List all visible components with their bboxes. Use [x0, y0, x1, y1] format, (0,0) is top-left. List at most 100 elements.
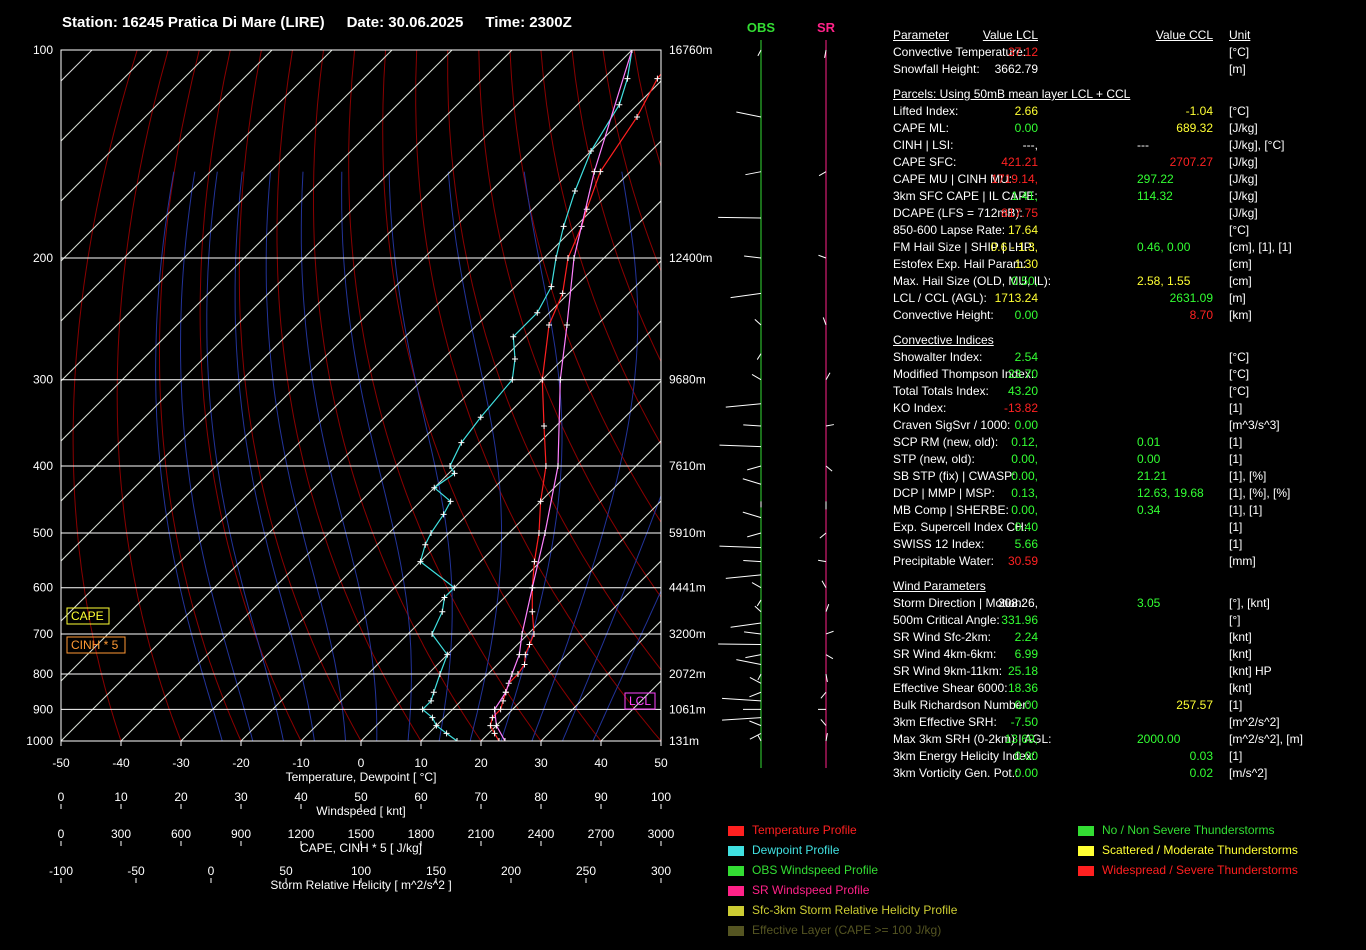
- param-label: CAPE SFC:: [893, 155, 957, 169]
- obs-wind-barb: [756, 353, 762, 360]
- secondary-tick-label: 1200: [288, 827, 315, 841]
- param-unit: [1]: [1229, 401, 1243, 415]
- param-label: Total Totals Index:: [893, 384, 989, 398]
- obs-wind-barb: [749, 720, 762, 727]
- secondary-tick-label: 90: [594, 790, 608, 804]
- param-value-lcl: 1.41,: [1011, 189, 1038, 203]
- skew-line: [61, 140, 661, 741]
- skew-line: [61, 50, 393, 382]
- skew-line: [61, 80, 661, 682]
- param-row: Lifted Index: 2.66 -1.04 [°C]: [893, 103, 1363, 120]
- legend-swatch: [728, 825, 744, 836]
- obs-wind-barb: [730, 622, 762, 628]
- param-row: Total Totals Index: 43.20 [°C]: [893, 383, 1363, 400]
- param-value-lcl: 308.26,: [997, 596, 1038, 610]
- pressure-tick-label: 100: [33, 43, 53, 57]
- pressure-tick-label: 600: [33, 581, 53, 595]
- pressure-tick-label: 500: [33, 526, 53, 540]
- param-value-lcl: 18.36: [1007, 681, 1038, 695]
- profile-marker: [526, 641, 533, 648]
- param-row: Modified Thompson Index: 23.70 [°C]: [893, 366, 1363, 383]
- param-row: Craven SigSvr / 1000: 0.00 [m^3/s^3]: [893, 417, 1363, 434]
- secondary-tick-label: 100: [651, 790, 671, 804]
- pressure-tick-label: 400: [33, 459, 53, 473]
- profile-marker: [591, 168, 598, 175]
- param-unit: [J/kg]: [1229, 206, 1258, 220]
- profile-marker: [502, 738, 508, 741]
- param-value-lcl: 0.6 - 1.3,: [990, 240, 1038, 254]
- profile-marker: [512, 355, 519, 362]
- param-label: KO Index:: [893, 401, 947, 415]
- secondary-tick-label: 60: [414, 790, 428, 804]
- param-unit: [1]: [1229, 698, 1243, 712]
- profile-parcel: [493, 50, 633, 741]
- skew-line: [61, 50, 573, 562]
- x-tick-label: -30: [172, 756, 190, 770]
- obs-wind-barb: [749, 691, 762, 698]
- profile-marker: [588, 147, 595, 154]
- secondary-axis-label: Windspeed [ knt]: [316, 804, 405, 818]
- profile-marker: [447, 498, 454, 505]
- param-label: SB STP (fix) | CWASP:: [893, 469, 1016, 483]
- param-unit: [J/kg]: [1229, 172, 1258, 186]
- legend-label: Dewpoint Profile: [752, 843, 840, 857]
- dry-adiabat: [313, 50, 482, 741]
- param-value-lcl: 25.18: [1007, 664, 1038, 678]
- param-value-lcl: 0.00: [1014, 698, 1038, 712]
- profile-marker: [534, 309, 541, 316]
- param-label: Estofex Exp. Hail Param:: [893, 257, 1027, 271]
- param-row: MB Comp | SHERBE: 0.00, 0.34 [1], [1]: [893, 502, 1363, 519]
- profile-marker: [433, 722, 440, 729]
- legend-swatch: [1078, 825, 1094, 836]
- param-value-lcl: 0.00: [1014, 418, 1038, 432]
- param-row: Bulk Richardson Number: 0.00 257.57 [1]: [893, 697, 1363, 714]
- param-value-lcl: 5.66: [1014, 537, 1038, 551]
- legend-item: OBS Windspeed Profile: [728, 862, 878, 878]
- param-row: KO Index: -13.82 [1]: [893, 400, 1363, 417]
- secondary-tick-label: 50: [279, 864, 293, 878]
- param-unit: [°C]: [1229, 384, 1250, 398]
- profile-marker: [451, 470, 458, 477]
- param-label: Effective Shear 6000:: [893, 681, 1008, 695]
- obs-wind-barb: [744, 631, 762, 635]
- param-row: CAPE SFC: 421.21 2707.27 [J/kg]: [893, 154, 1363, 171]
- dry-adiabat: [478, 50, 661, 598]
- height-label: 9680m: [669, 373, 706, 387]
- profile-marker: [624, 75, 631, 82]
- obs-wind-barb: [718, 643, 762, 645]
- profile-marker: [458, 439, 465, 446]
- profile-marker: [510, 333, 517, 340]
- param-label: CAPE ML:: [893, 121, 950, 135]
- secondary-tick-label: 200: [501, 864, 521, 878]
- param-value-ccl: 0.03: [1189, 749, 1213, 763]
- param-unit: [1]: [1229, 749, 1243, 763]
- profile-marker: [431, 484, 438, 491]
- param-row: DCAPE (LFS = 712mB): 817.75 [J/kg]: [893, 205, 1363, 222]
- param-unit: [J/kg]: [1229, 189, 1258, 203]
- profile-marker: [537, 498, 544, 505]
- param-value-lcl: 0.40: [1014, 520, 1038, 534]
- obs-wind-barb: [747, 532, 762, 538]
- skew-line: [61, 50, 273, 262]
- date-label: Date: 30.06.2025: [346, 14, 464, 31]
- param-label: 3km Vorticity Gen. Pot.:: [893, 766, 1019, 780]
- param-label: 3km Effective SRH:: [893, 715, 997, 729]
- sr-wind-barb: [825, 733, 828, 742]
- secondary-tick-label: 3000: [648, 827, 675, 841]
- section-heading: Convective Indices: [893, 333, 994, 347]
- profile-marker: [491, 730, 498, 737]
- param-value-ccl: 689.32: [1176, 121, 1213, 135]
- param-label: Storm Direction | Motion:: [893, 596, 1025, 610]
- profile-marker: [546, 321, 553, 328]
- param-value-lcl: 13.69,: [1004, 732, 1038, 746]
- profile-marker: [564, 321, 571, 328]
- param-value-extra: 2000.00: [1137, 732, 1181, 746]
- param-value-lcl: 2.66: [1014, 104, 1038, 118]
- param-row: Precipitable Water: 30.59 [mm]: [893, 553, 1363, 570]
- param-row: Estofex Exp. Hail Param: 1.30 [cm]: [893, 256, 1363, 273]
- obs-wind-barb: [725, 403, 762, 408]
- x-tick-label: 40: [594, 756, 608, 770]
- profile-marker: [597, 168, 604, 175]
- param-value-ccl: 2707.27: [1169, 155, 1213, 169]
- param-row: STP (new, old): 0.00, 0.00 [1]: [893, 451, 1363, 468]
